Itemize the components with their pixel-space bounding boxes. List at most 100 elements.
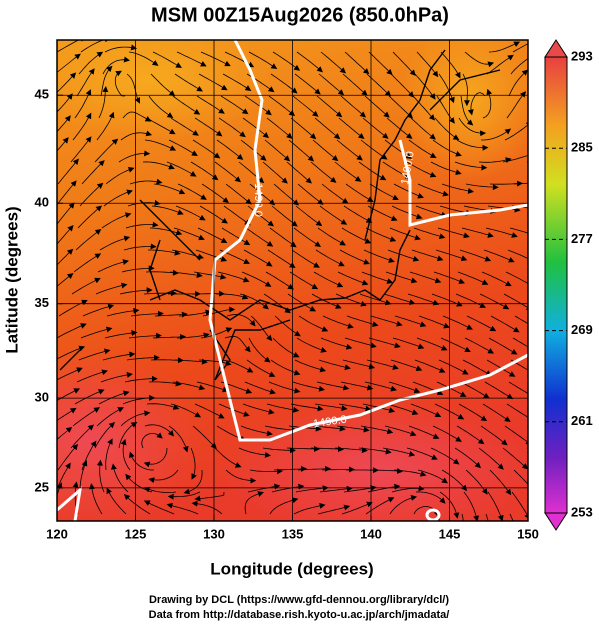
streamline: [118, 150, 151, 163]
streamline: [249, 468, 283, 475]
streamline: [273, 465, 307, 472]
streamline: [343, 205, 373, 223]
streamline: [245, 227, 274, 247]
streamline: [128, 451, 154, 471]
streamline: [171, 249, 204, 260]
colorbar-tick-label: 285: [571, 140, 593, 155]
streamline: [385, 271, 418, 284]
streamline: [152, 333, 186, 340]
streamline: [80, 326, 113, 339]
streamline: [244, 491, 264, 515]
streamline: [514, 315, 528, 325]
streamline: [94, 138, 119, 163]
streamline: [57, 93, 73, 113]
streamline: [488, 337, 518, 355]
streamline: [389, 227, 421, 241]
streamline: [435, 249, 468, 261]
streamline: [321, 466, 355, 473]
streamline: [457, 271, 489, 285]
streamline: [482, 88, 493, 119]
y-axis-label: Latitude (degrees): [2, 206, 21, 353]
streamline: [143, 447, 168, 468]
streamline: [75, 229, 102, 251]
streamline: [176, 332, 210, 339]
streamline: [272, 51, 301, 71]
streamline: [408, 139, 437, 158]
streamline: [367, 483, 401, 493]
streamline: [390, 73, 415, 98]
contour-label: 1490.0: [399, 150, 417, 185]
y-tick-label: 45: [35, 87, 49, 102]
streamline: [432, 425, 462, 442]
streamline: [192, 139, 221, 159]
streamline: [466, 315, 497, 332]
streamline: [338, 403, 372, 412]
streamline: [99, 235, 131, 251]
streamline: [240, 425, 273, 437]
streamline: [454, 161, 488, 171]
streamline: [57, 40, 87, 53]
y-tick-label: 25: [35, 479, 49, 494]
streamline: [462, 359, 492, 376]
streamline: [460, 95, 474, 126]
streamline: [174, 73, 203, 92]
y-tick-label: 40: [35, 195, 49, 210]
streamline: [290, 403, 324, 412]
streamline: [126, 354, 160, 361]
streamline: [154, 311, 188, 318]
streamline: [312, 425, 346, 432]
streamline: [104, 330, 138, 339]
streamline: [272, 337, 300, 358]
streamline: [174, 358, 208, 365]
streamline: [94, 422, 116, 449]
streamline: [150, 73, 176, 97]
streamline: [143, 500, 175, 515]
streamline: [72, 407, 101, 427]
streamline: [409, 271, 442, 284]
streamline: [386, 117, 413, 139]
streamline: [365, 497, 395, 515]
streamline: [76, 68, 95, 97]
streamline: [406, 161, 437, 178]
streamline: [196, 95, 225, 114]
streamline: [295, 205, 323, 227]
streamline: [58, 299, 88, 317]
streamline: [97, 259, 129, 273]
streamline: [319, 485, 353, 493]
streamline: [416, 337, 448, 351]
streamline: [410, 403, 442, 417]
streamline: [441, 469, 468, 492]
streamline: [311, 293, 342, 309]
streamline: [168, 425, 189, 453]
streamline: [366, 359, 399, 370]
streamline: [100, 371, 133, 383]
streamline: [57, 323, 87, 339]
streamline: [194, 117, 223, 137]
streamline: [316, 381, 350, 391]
contour-label: 1490.0: [252, 183, 264, 217]
streamline: [292, 381, 325, 392]
streamline: [244, 381, 276, 395]
streamline: [273, 183, 300, 206]
streamline: [441, 183, 474, 194]
streamline: [152, 51, 182, 68]
streamline: [513, 469, 528, 485]
streamline: [146, 117, 176, 135]
streamline: [143, 486, 177, 493]
streamline: [464, 337, 495, 354]
streamline: [242, 403, 275, 415]
streamline: [57, 407, 77, 421]
streamline: [266, 403, 300, 413]
streamline: [170, 403, 202, 418]
streamline: [508, 69, 528, 97]
streamline: [359, 293, 392, 306]
streamline: [126, 73, 141, 104]
streamline: [96, 111, 115, 141]
streamline: [296, 337, 327, 353]
streamline: [394, 315, 427, 327]
streamline: [81, 160, 105, 185]
streamline: [387, 249, 420, 262]
streamline: [286, 161, 312, 184]
streamline: [262, 161, 288, 184]
